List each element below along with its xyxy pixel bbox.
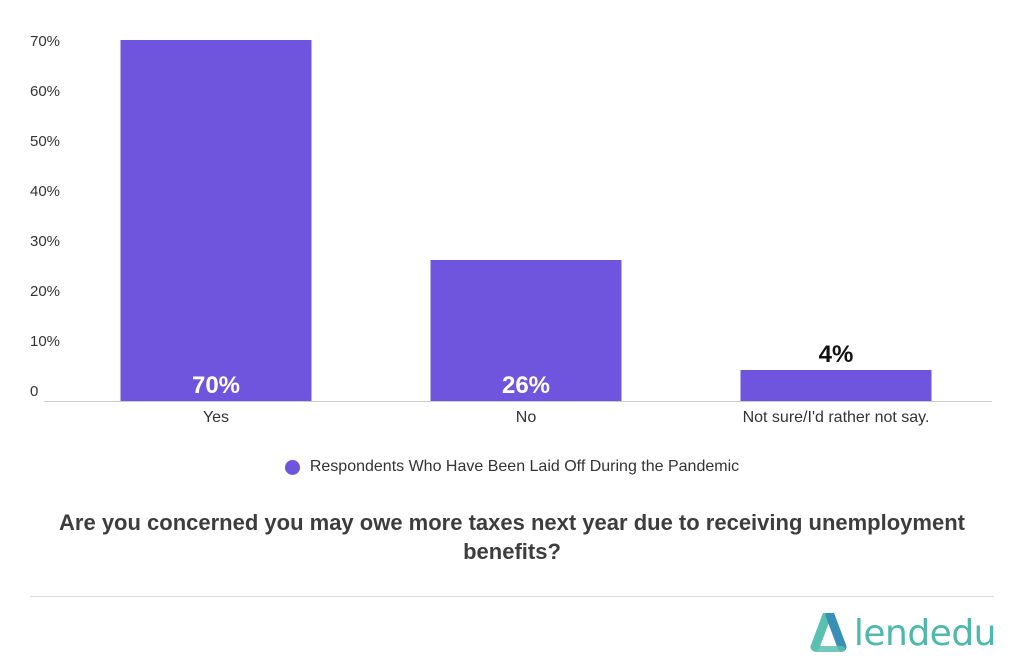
y-tick-label: 40% bbox=[30, 183, 60, 200]
x-category-label: No bbox=[516, 409, 537, 426]
y-tick-label: 50% bbox=[30, 133, 60, 150]
y-tick-label: 30% bbox=[30, 233, 60, 250]
bar-data-label: 4% bbox=[819, 341, 854, 368]
bar bbox=[430, 260, 622, 401]
legend-label: Respondents Who Have Been Laid Off Durin… bbox=[309, 458, 740, 475]
bar-data-label: 70% bbox=[192, 372, 240, 399]
legend-swatch bbox=[284, 459, 300, 475]
bar-data-label: 26% bbox=[502, 372, 550, 399]
y-tick-label: 20% bbox=[30, 283, 60, 300]
lendedu-logo-mark-icon bbox=[810, 613, 847, 652]
y-tick-label: 0 bbox=[30, 383, 38, 400]
y-tick-label: 10% bbox=[30, 333, 60, 350]
footer-divider bbox=[30, 596, 994, 597]
lendedu-logo-text: lendedu bbox=[853, 613, 997, 654]
chart-legend: Respondents Who Have Been Laid Off Durin… bbox=[0, 455, 1024, 479]
chart-title: Are you concerned you may owe more taxes… bbox=[59, 510, 965, 564]
x-category-label: Yes bbox=[203, 409, 229, 426]
x-category-label: Not sure/I'd rather not say. bbox=[743, 409, 930, 426]
bar-chart: 0 10% 20% 30% 40% 50% 60% 70% 70% Yes 26% No 4% Not s… bbox=[30, 33, 992, 426]
chart-plot-area: 0 10% 20% 30% 40% 50% 60% 70% 70% Yes 26% No 4% Not s… bbox=[30, 33, 992, 426]
y-tick-label: 70% bbox=[30, 33, 60, 50]
bar bbox=[120, 40, 312, 401]
bar bbox=[740, 370, 932, 401]
y-tick-label: 60% bbox=[30, 83, 60, 100]
lendedu-logo: lendedu bbox=[810, 612, 997, 656]
